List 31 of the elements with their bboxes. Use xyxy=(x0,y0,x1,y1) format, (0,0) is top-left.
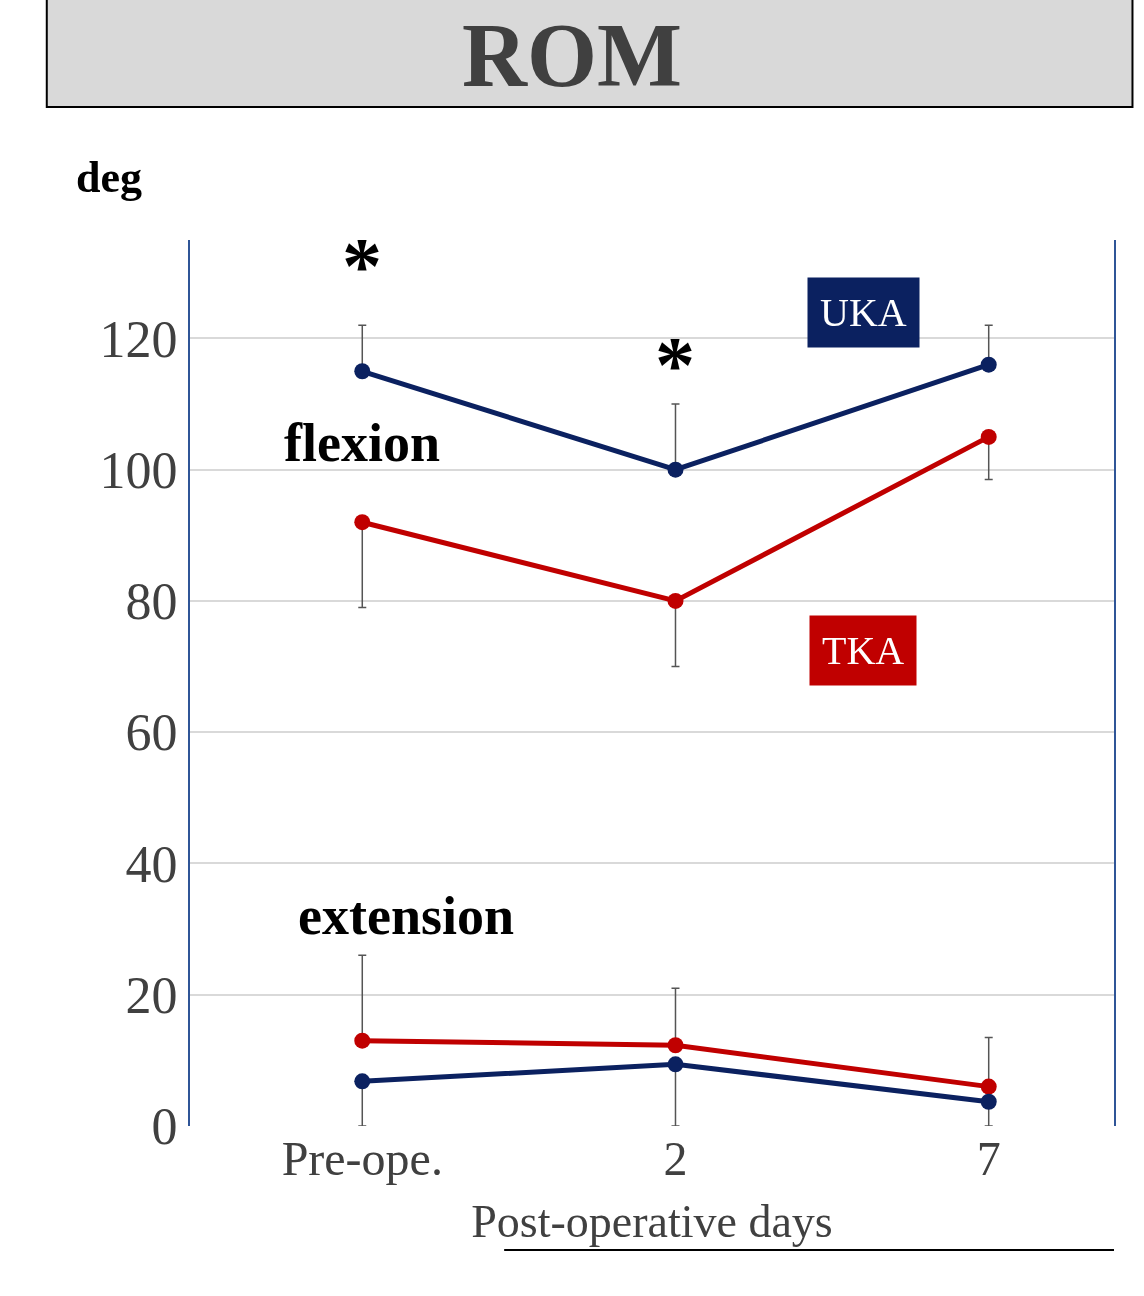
point xyxy=(354,514,371,531)
x-tick-label: Pre-ope. xyxy=(281,1132,443,1185)
y-tick-label: 60 xyxy=(125,704,178,762)
y-tick-label: 0 xyxy=(151,1098,178,1156)
point xyxy=(980,428,997,445)
y-tick-label: 20 xyxy=(125,966,178,1024)
x-axis-title: Post-operative days xyxy=(471,1195,833,1247)
x-tick-label: 7 xyxy=(976,1132,1001,1185)
y-tick-label: 40 xyxy=(125,835,178,893)
annotation: * xyxy=(655,321,695,409)
series-label: UKA xyxy=(820,290,907,335)
point xyxy=(667,461,684,478)
annotation: extension xyxy=(298,886,514,946)
point xyxy=(980,1078,997,1095)
y-tick-label: 80 xyxy=(125,573,178,631)
point xyxy=(354,1073,371,1090)
x-tick-label: 2 xyxy=(663,1132,688,1185)
y-tick-label: 120 xyxy=(99,310,178,368)
point xyxy=(667,1037,684,1054)
chart-title: ROM xyxy=(462,5,682,105)
point xyxy=(354,1032,371,1049)
point xyxy=(980,356,997,373)
point xyxy=(980,1093,997,1110)
annotation: flexion xyxy=(284,413,440,473)
point xyxy=(667,592,684,609)
text: TKA xyxy=(822,628,905,673)
y-tick-label: 100 xyxy=(99,441,178,499)
y-axis-title: deg xyxy=(76,153,142,202)
point xyxy=(354,363,371,380)
point xyxy=(667,1056,684,1073)
annotation: * xyxy=(342,222,382,310)
